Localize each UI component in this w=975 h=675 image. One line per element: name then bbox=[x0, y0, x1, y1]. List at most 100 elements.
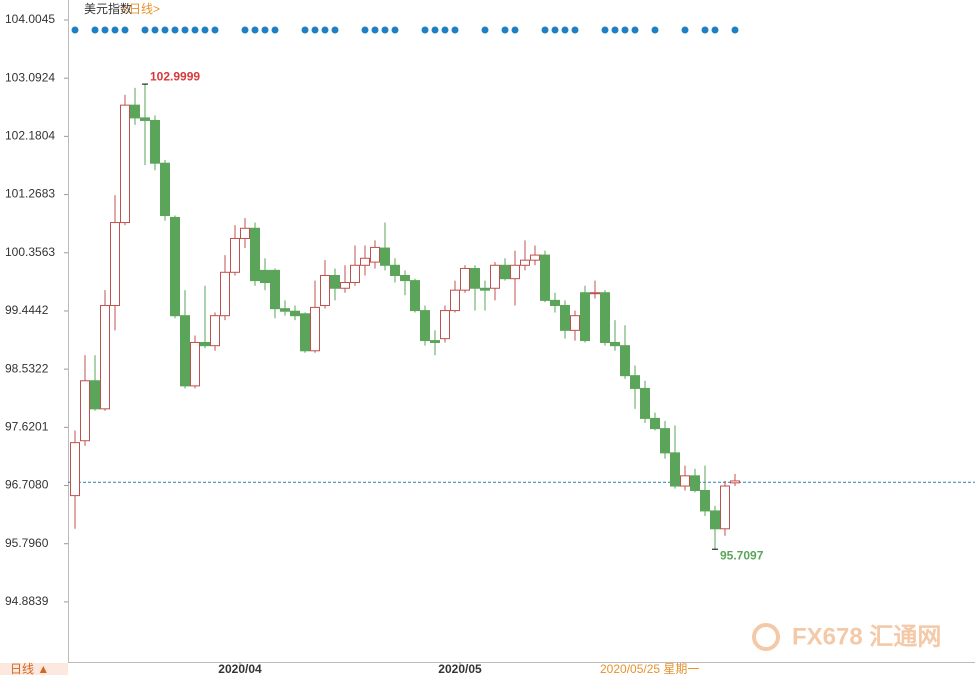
event-dot bbox=[731, 26, 739, 34]
candle-body bbox=[590, 292, 600, 295]
x-tick-label: 2020/04 bbox=[218, 662, 262, 675]
candle-body bbox=[280, 308, 290, 312]
y-tick-label: 99.4442 bbox=[5, 303, 49, 317]
event-dot bbox=[241, 26, 249, 34]
candle-body bbox=[430, 340, 440, 343]
candle-body bbox=[190, 341, 200, 387]
candle-body bbox=[290, 310, 300, 317]
event-dot bbox=[561, 26, 569, 34]
event-dot bbox=[651, 26, 659, 34]
y-tick-label: 103.0924 bbox=[5, 70, 55, 84]
chart-title: 美元指数 bbox=[84, 1, 132, 16]
candle-body bbox=[220, 271, 230, 317]
chart-subtitle[interactable]: <日线> bbox=[122, 2, 160, 16]
y-tick-label: 100.3563 bbox=[5, 245, 55, 259]
candle-body bbox=[440, 310, 450, 340]
candle-body bbox=[350, 264, 360, 284]
candle-body bbox=[380, 247, 390, 266]
event-dot bbox=[541, 26, 549, 34]
candle-body bbox=[670, 452, 680, 487]
candle-body bbox=[120, 104, 130, 224]
candle-body bbox=[270, 269, 280, 310]
event-dot bbox=[621, 26, 629, 34]
event-dot bbox=[371, 26, 379, 34]
event-dot bbox=[311, 26, 319, 34]
candle-body bbox=[420, 310, 430, 342]
candle-body bbox=[250, 227, 260, 282]
candle-body bbox=[260, 269, 270, 284]
event-dot bbox=[251, 26, 259, 34]
x-tick-label: 2020/05 bbox=[438, 662, 482, 675]
candle-body bbox=[700, 490, 710, 512]
period-label[interactable]: 日线 ▲ bbox=[10, 662, 49, 675]
event-dot bbox=[151, 26, 159, 34]
candle-body bbox=[210, 315, 220, 347]
candle-body bbox=[150, 119, 160, 164]
candle-body bbox=[450, 289, 460, 312]
candle-body bbox=[130, 104, 140, 119]
event-dot bbox=[511, 26, 519, 34]
candle-body bbox=[140, 117, 150, 121]
event-dot bbox=[121, 26, 129, 34]
candle-body bbox=[710, 510, 720, 530]
event-dot bbox=[611, 26, 619, 34]
event-dot bbox=[301, 26, 309, 34]
candle-body bbox=[90, 380, 100, 410]
event-dot bbox=[141, 26, 149, 34]
y-tick-label: 96.7080 bbox=[5, 478, 49, 492]
period-box[interactable] bbox=[0, 663, 68, 675]
candle-body bbox=[600, 292, 610, 343]
candle-body bbox=[340, 282, 350, 289]
event-dot bbox=[711, 26, 719, 34]
event-dot bbox=[631, 26, 639, 34]
candle-body bbox=[410, 280, 420, 312]
event-dot bbox=[201, 26, 209, 34]
event-dot bbox=[111, 26, 119, 34]
candle-body bbox=[230, 237, 240, 273]
candle-body bbox=[310, 306, 320, 352]
candle-body bbox=[610, 341, 620, 347]
event-dot bbox=[571, 26, 579, 34]
y-tick-label: 104.0045 bbox=[5, 12, 55, 26]
candle-body bbox=[720, 485, 730, 530]
event-dot bbox=[681, 26, 689, 34]
event-dot bbox=[191, 26, 199, 34]
candle-body bbox=[500, 264, 510, 280]
event-dot bbox=[451, 26, 459, 34]
candle-body bbox=[660, 428, 670, 454]
candle-body bbox=[650, 417, 660, 430]
event-dot bbox=[171, 26, 179, 34]
candle-body bbox=[300, 313, 310, 352]
candle-body bbox=[580, 292, 590, 342]
cursor-label: 2020/05/25 星期一 bbox=[600, 662, 699, 675]
event-dot bbox=[101, 26, 109, 34]
event-dot bbox=[321, 26, 329, 34]
event-dot bbox=[161, 26, 169, 34]
event-dot bbox=[271, 26, 279, 34]
candle-body bbox=[320, 274, 330, 306]
event-dot bbox=[431, 26, 439, 34]
candle-body bbox=[570, 315, 580, 331]
candle-body bbox=[490, 264, 500, 289]
candle-body bbox=[240, 227, 250, 239]
watermark-logo bbox=[752, 623, 780, 651]
event-dot bbox=[331, 26, 339, 34]
event-dot bbox=[501, 26, 509, 34]
candle-body bbox=[390, 264, 400, 276]
event-dot bbox=[211, 26, 219, 34]
event-dot bbox=[441, 26, 449, 34]
candle-body bbox=[370, 246, 380, 263]
candle-body bbox=[200, 341, 210, 347]
candle-body bbox=[180, 315, 190, 387]
y-tick-label: 95.7960 bbox=[5, 536, 49, 550]
candle-body bbox=[560, 304, 570, 331]
event-dot bbox=[391, 26, 399, 34]
y-tick-label: 98.5322 bbox=[5, 361, 49, 375]
candle-body bbox=[70, 442, 80, 497]
candle-body bbox=[680, 475, 690, 487]
candle-body bbox=[520, 259, 530, 266]
candle-body bbox=[170, 216, 180, 317]
y-tick-label: 94.8839 bbox=[5, 594, 49, 608]
